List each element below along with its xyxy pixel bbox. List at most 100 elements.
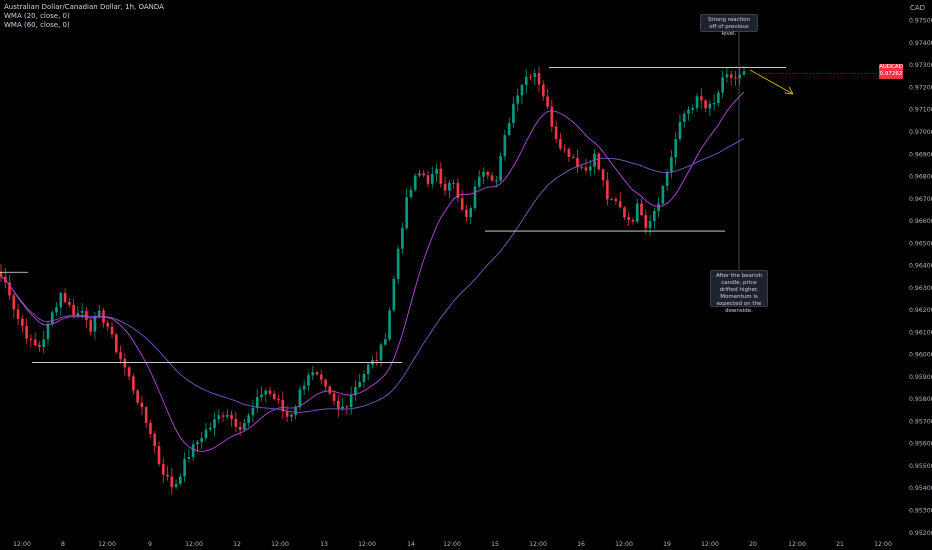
- candle-body: [345, 406, 349, 408]
- legend-wma20[interactable]: WMA (20, close, 0): [4, 12, 70, 20]
- candle-body: [648, 221, 652, 228]
- candle-body: [653, 210, 656, 222]
- candle-body: [149, 422, 152, 434]
- candle-body: [25, 325, 28, 339]
- candle-body: [324, 379, 327, 387]
- candle-body: [661, 186, 665, 204]
- candle-body: [366, 364, 370, 374]
- candle-body: [665, 172, 669, 187]
- x-tick-label: 20: [749, 541, 757, 548]
- candle-body: [734, 77, 737, 79]
- candle-body: [559, 139, 562, 149]
- x-tick-label: 12:00: [271, 541, 289, 548]
- candle-body: [704, 100, 707, 109]
- candle-body: [272, 393, 276, 400]
- candle-body: [657, 203, 660, 211]
- candle-body: [166, 474, 169, 477]
- candle-body: [247, 415, 250, 423]
- candle-body: [8, 282, 11, 296]
- candle-body: [80, 311, 84, 313]
- candle-body: [618, 201, 622, 208]
- candle-body: [631, 220, 635, 222]
- candle-body: [277, 399, 280, 401]
- candle-body: [670, 157, 673, 173]
- candle-body: [0, 272, 3, 277]
- candle-body: [127, 367, 131, 377]
- candle-body: [21, 318, 24, 326]
- candle-body: [588, 166, 592, 171]
- candle-body: [38, 345, 41, 347]
- candle-body: [29, 338, 33, 340]
- candle-body: [392, 278, 396, 311]
- candle-body: [635, 203, 639, 222]
- candle-body: [298, 389, 302, 408]
- candle-body: [290, 414, 293, 417]
- candle-body: [426, 175, 430, 184]
- candle-body: [179, 476, 182, 484]
- price-tag-symbol: AUDCAD: [879, 64, 903, 70]
- candle-body: [383, 339, 387, 345]
- candle-body: [204, 429, 208, 439]
- candle-body: [537, 73, 541, 85]
- candle-body: [132, 376, 135, 391]
- candle-body: [174, 483, 178, 488]
- candle-body: [234, 418, 238, 427]
- candle-body: [738, 74, 742, 79]
- candle-body: [721, 77, 724, 93]
- candle-body: [388, 310, 391, 340]
- candle-body: [200, 438, 204, 443]
- candle-body: [482, 171, 485, 177]
- candle-body: [456, 182, 460, 199]
- candle-body: [627, 217, 631, 221]
- x-tick-label: 12:00: [529, 541, 547, 548]
- candle-body: [742, 71, 746, 75]
- x-tick-label: 15: [491, 541, 499, 548]
- projection-arrow-head: [784, 86, 794, 95]
- x-tick-label: 12:00: [701, 541, 719, 548]
- candle-body: [307, 375, 310, 386]
- candle-body: [136, 390, 139, 403]
- candle-body: [110, 326, 114, 335]
- candle-body: [422, 173, 426, 176]
- x-tick-label: 12:00: [358, 541, 376, 548]
- candle-body: [264, 390, 268, 395]
- x-tick-label: 12:00: [185, 541, 203, 548]
- candle-body: [550, 106, 554, 127]
- candle-body: [520, 85, 524, 96]
- candle-body: [157, 446, 161, 465]
- candle-body: [46, 323, 50, 340]
- x-tick-label: 12:00: [13, 541, 31, 548]
- candle-body: [362, 373, 366, 383]
- candle-body: [106, 322, 110, 327]
- candle-body: [221, 415, 225, 417]
- candle-body: [161, 464, 165, 475]
- y-tick-label: 0.95200: [909, 530, 932, 537]
- candle-body: [691, 107, 695, 110]
- candle-body: [678, 122, 682, 140]
- legend-wma60[interactable]: WMA (60, close, 0): [4, 21, 70, 29]
- candle-body: [251, 407, 255, 416]
- candle-body: [546, 96, 549, 107]
- candle-body: [610, 198, 613, 200]
- candle-body: [405, 197, 408, 229]
- annotation-top[interactable]: Strong reaction off of previous level.: [700, 14, 758, 37]
- annotation-bottom[interactable]: After the bearish candle, price drifted …: [710, 270, 768, 314]
- x-tick-label: 16: [577, 541, 585, 548]
- candle-body: [477, 176, 481, 187]
- x-tick-label: 12: [233, 541, 241, 548]
- candle-body: [319, 374, 323, 380]
- candle-body: [285, 411, 289, 417]
